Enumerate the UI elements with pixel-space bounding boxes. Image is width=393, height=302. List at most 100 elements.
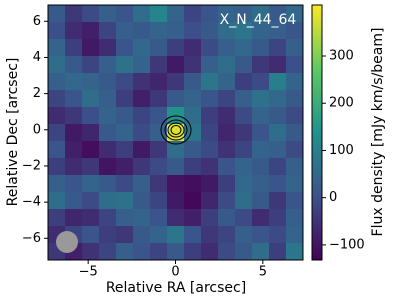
pixel xyxy=(82,22,100,40)
pixel xyxy=(48,90,66,108)
pixel xyxy=(65,73,83,91)
pixel xyxy=(82,124,100,142)
pixel xyxy=(218,175,236,193)
pixel xyxy=(184,124,202,142)
pixel xyxy=(48,5,66,23)
pixel xyxy=(218,90,236,108)
pixel xyxy=(48,175,66,193)
pixel xyxy=(235,22,253,40)
pixel xyxy=(133,141,151,159)
pixel xyxy=(116,158,134,176)
pixel xyxy=(252,5,270,23)
pixel xyxy=(82,107,100,125)
pixel xyxy=(201,243,219,261)
pixel xyxy=(252,243,270,261)
pixel xyxy=(99,243,117,261)
pixel xyxy=(133,209,151,227)
pixel xyxy=(201,209,219,227)
pixel xyxy=(99,22,117,40)
contours xyxy=(160,115,192,145)
pixel xyxy=(167,158,185,176)
pixel xyxy=(99,158,117,176)
pixel xyxy=(150,175,168,193)
pixel xyxy=(150,5,168,23)
pixel xyxy=(235,73,253,91)
pixel xyxy=(269,22,287,40)
pixel xyxy=(167,90,185,108)
pixel xyxy=(269,175,287,193)
x-axis-label: Relative RA [arcsec] xyxy=(106,280,246,296)
y-tick-label: 2 xyxy=(33,86,41,101)
pixel xyxy=(150,226,168,244)
x-tick-label: 0 xyxy=(171,265,179,280)
chart-title: X_N_44_64 xyxy=(220,12,297,28)
pixel xyxy=(218,56,236,74)
pixel xyxy=(116,141,134,159)
pixel xyxy=(201,226,219,244)
pixel xyxy=(82,243,100,261)
y-tick-label: 0 xyxy=(33,122,41,137)
pixel xyxy=(133,90,151,108)
pixel xyxy=(99,226,117,244)
pixel xyxy=(201,141,219,159)
y-tick-label: 4 xyxy=(33,50,41,65)
pixel xyxy=(252,90,270,108)
pixel xyxy=(150,90,168,108)
pixel xyxy=(82,141,100,159)
pixel xyxy=(218,226,236,244)
pixel xyxy=(116,209,134,227)
pixel xyxy=(48,73,66,91)
pixel xyxy=(65,192,83,210)
pixel xyxy=(252,73,270,91)
pixel xyxy=(184,175,202,193)
y-tick-label: −2 xyxy=(22,158,41,173)
pixel xyxy=(269,90,287,108)
pixel xyxy=(150,141,168,159)
pixel xyxy=(235,56,253,74)
pixel xyxy=(99,141,117,159)
pixel xyxy=(286,90,304,108)
pixel xyxy=(286,124,304,142)
pixel xyxy=(65,124,83,142)
pixel xyxy=(116,73,134,91)
colorbar xyxy=(311,4,323,261)
pixel xyxy=(218,73,236,91)
pixel xyxy=(167,22,185,40)
pixel xyxy=(218,209,236,227)
pixel xyxy=(269,39,287,57)
pixel xyxy=(184,243,202,261)
pixel xyxy=(252,107,270,125)
pixel xyxy=(269,158,287,176)
pixel xyxy=(235,192,253,210)
pixel xyxy=(82,56,100,74)
pixel xyxy=(286,243,304,261)
pixel xyxy=(82,192,100,210)
pixel xyxy=(167,226,185,244)
pixel xyxy=(286,39,304,57)
pixel xyxy=(252,141,270,159)
pixel xyxy=(218,107,236,125)
pixel xyxy=(167,73,185,91)
pixel xyxy=(184,5,202,23)
pixel xyxy=(133,22,151,40)
pixel xyxy=(82,5,100,23)
pixel xyxy=(286,192,304,210)
pixel xyxy=(218,192,236,210)
pixel xyxy=(235,141,253,159)
pixel xyxy=(184,158,202,176)
contour xyxy=(164,119,188,141)
pixel xyxy=(99,39,117,57)
pixel xyxy=(82,175,100,193)
y-tick-label: −4 xyxy=(22,195,41,210)
x-tick-label: −5 xyxy=(79,265,98,280)
pixel xyxy=(116,56,134,74)
pixel xyxy=(65,5,83,23)
pixel xyxy=(286,158,304,176)
pixel xyxy=(150,209,168,227)
pixel xyxy=(48,141,66,159)
pixel xyxy=(48,107,66,125)
pixel xyxy=(116,226,134,244)
pixel xyxy=(235,39,253,57)
colorbar-tick-label: 0 xyxy=(329,190,337,205)
